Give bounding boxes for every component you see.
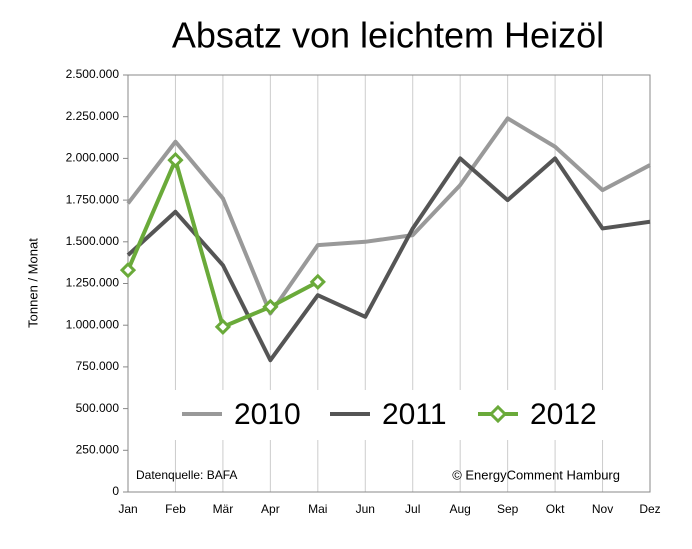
- legend-label: 2010: [234, 398, 301, 431]
- data-marker: [262, 298, 279, 315]
- x-tick-label: Mai: [308, 502, 327, 516]
- y-tick-label: 0: [112, 484, 119, 498]
- chart-title: Absatz von leichtem Heizöl: [172, 15, 604, 56]
- y-tick-label: 500.000: [76, 401, 120, 415]
- plot-frame: [127, 74, 651, 493]
- x-tick-label: Aug: [450, 502, 471, 516]
- data-marker: [167, 151, 184, 169]
- x-tick-label: Nov: [592, 502, 613, 516]
- y-tick-label: 2.500.000: [66, 67, 120, 81]
- legend-label: 2011: [382, 398, 447, 431]
- y-tick-label: 2.000.000: [66, 151, 120, 165]
- data-marker: [309, 273, 326, 290]
- data-marker: [119, 262, 137, 279]
- x-tick-label: Mär: [213, 502, 234, 516]
- legend-box: [160, 390, 625, 440]
- x-tick-label: Jul: [405, 502, 420, 516]
- x-tick-label: Jan: [118, 502, 137, 516]
- y-tick-label: 750.000: [76, 359, 120, 373]
- y-tick-label: 1.750.000: [66, 192, 120, 206]
- y-tick-label: 250.000: [76, 442, 120, 456]
- x-tick-label: Sep: [497, 502, 519, 516]
- series-line: [126, 156, 651, 363]
- data-marker: [214, 318, 232, 335]
- annotation: © EnergyComment Hamburg: [452, 467, 620, 482]
- y-tick-label: 1.500.000: [66, 234, 120, 248]
- x-tick-label: Dez: [639, 502, 660, 516]
- legend-label: 2012: [530, 398, 597, 431]
- y-axis-label: Tonnen / Monat: [25, 238, 40, 328]
- y-tick-label: 2.250.000: [66, 109, 120, 123]
- x-tick-label: Okt: [546, 502, 565, 516]
- y-tick-label: 1.000.000: [66, 317, 120, 331]
- annotation: Datenquelle: BAFA: [136, 468, 237, 482]
- x-tick-label: Feb: [165, 502, 186, 516]
- series-line: [126, 116, 651, 316]
- x-tick-label: Jun: [356, 502, 375, 516]
- x-tick-label: Apr: [261, 502, 280, 516]
- y-tick-label: 1.250.000: [66, 276, 120, 290]
- legend-marker: [488, 404, 508, 424]
